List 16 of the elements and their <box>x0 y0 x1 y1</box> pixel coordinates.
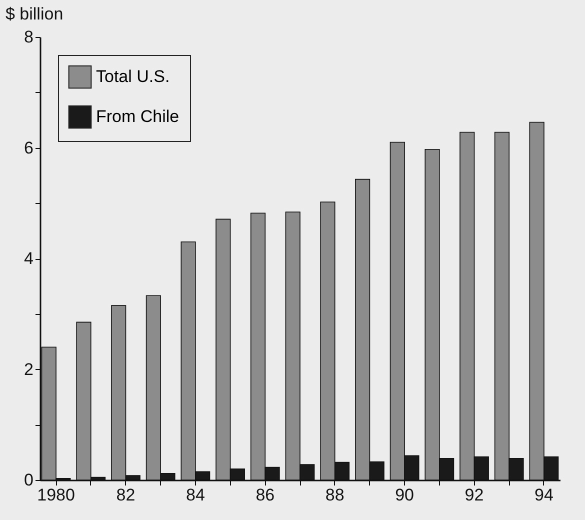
y-tick-label: 6 <box>24 138 34 158</box>
x-tick-label: 94 <box>534 486 554 504</box>
x-tick-label: 84 <box>186 486 205 504</box>
x-tick-label: 90 <box>395 486 414 504</box>
y-tick-label: 0 <box>24 470 34 490</box>
y-tick-label: 2 <box>24 360 34 379</box>
legend-label: Total U.S. <box>96 67 170 86</box>
x-tick-label: 88 <box>325 486 344 504</box>
x-tick-label: 86 <box>256 486 275 504</box>
x-tick-label: 82 <box>116 486 136 504</box>
x-tick-label: 1980 <box>37 486 75 504</box>
legend-label: From Chile <box>96 107 180 126</box>
y-tick-label: 4 <box>24 249 34 268</box>
y-axis-title: $ billion <box>6 4 64 24</box>
x-tick-label: 92 <box>464 486 484 504</box>
y-tick-label: 8 <box>24 28 34 46</box>
